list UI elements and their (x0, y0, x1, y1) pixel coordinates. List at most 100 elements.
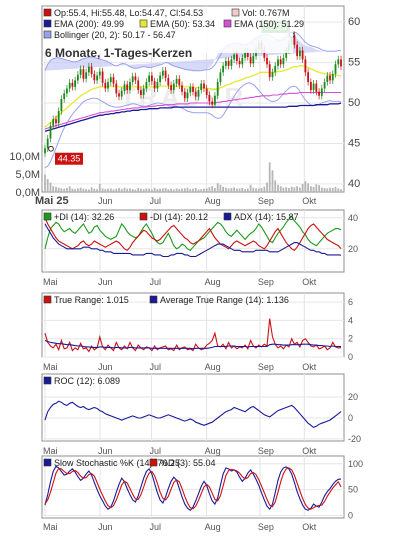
y-tick-label: 6 (348, 297, 353, 307)
x-tick-label: Jul (150, 362, 162, 372)
volume-bar (252, 187, 255, 192)
legend-swatch (223, 212, 232, 221)
x-tick-label: Jun (98, 522, 113, 532)
candle-body (170, 85, 172, 91)
volume-bar (172, 189, 175, 192)
volume-bar (159, 188, 161, 192)
legend-label: EMA (200): 49.99 (54, 19, 124, 29)
x-tick-label: Sep (258, 277, 274, 287)
candle-body (148, 75, 150, 82)
candle-body (52, 119, 55, 126)
volume-bar (266, 182, 268, 192)
y-tick-label: 0 (348, 413, 353, 423)
legend-swatch (43, 8, 52, 17)
x-tick-label: Jul (150, 446, 162, 456)
candle-body (107, 82, 109, 89)
x-tick-label: Jul (150, 522, 162, 532)
volume-bar (79, 187, 82, 192)
legend-label: ADX (14): 15.87 (234, 212, 299, 222)
y-tick-label: 55 (348, 57, 360, 69)
volume-bar (337, 188, 340, 192)
candle-body (104, 82, 107, 89)
volume-bar (68, 186, 71, 192)
volume-bar (246, 188, 249, 192)
candle-body (123, 84, 126, 91)
x-tick-label: Mai (43, 522, 58, 532)
candle-body (200, 83, 203, 91)
volume-bar (120, 189, 123, 192)
x-tick-label: Aug (205, 522, 221, 532)
candle-body (109, 77, 112, 83)
candle-body (98, 71, 101, 76)
candle-body (266, 57, 268, 65)
legend-label: Op:55.4, Hi:55.48, Lo:54.47, Cl:54.53 (54, 8, 203, 18)
x-tick-label: Mai 25 (35, 195, 69, 207)
volume-bar (304, 181, 307, 192)
volume-bar (46, 179, 49, 192)
x-tick-label: Jul (150, 196, 162, 206)
candle-body (112, 77, 115, 84)
volume-bar (156, 189, 159, 192)
volume-bar (107, 188, 109, 192)
volume-bar (44, 174, 46, 192)
atr-series-line (44, 339, 342, 350)
roc-series-line (44, 400, 342, 429)
legend-label: EMA (50): 53.34 (150, 19, 215, 29)
volume-bar (225, 187, 227, 192)
legend-swatch (139, 212, 148, 221)
x-tick-label: Sep (258, 362, 274, 372)
legend-label: %D (3): 55.04 (160, 458, 216, 468)
stochastic-series-line (44, 465, 342, 512)
candle-body (205, 88, 208, 95)
x-tick-label: Sep (258, 196, 274, 206)
volume-bar (301, 184, 304, 192)
volume-bar (233, 187, 235, 192)
legend-swatch (43, 30, 52, 39)
volume-bar (151, 189, 153, 192)
x-tick-label: Aug (205, 362, 221, 372)
legend-label: ROC (12): 6.089 (54, 376, 120, 386)
volume-bar (244, 189, 246, 192)
legend-label: Slow Stochastic %K (14): 70.25 (54, 458, 180, 468)
candle-body (263, 49, 266, 58)
volume-bar (216, 183, 219, 192)
volume-bar (238, 188, 241, 192)
bollinger-lower-line (44, 82, 342, 169)
y-tick-label: 50 (348, 97, 360, 109)
candle-body (214, 95, 216, 105)
candle-body (57, 111, 60, 124)
candle-body (175, 78, 178, 84)
y-tick-label: 40 (348, 178, 360, 190)
legend-swatch (149, 458, 158, 467)
volume-bar (118, 188, 120, 192)
candle-body (159, 75, 161, 82)
candle-body (225, 61, 227, 66)
volume-bar (77, 188, 79, 192)
volume-bar (307, 183, 309, 192)
volume-bar (222, 186, 224, 192)
legend-swatch (43, 376, 52, 385)
candle-body (129, 82, 131, 91)
candle-body (219, 72, 222, 82)
candle-body (79, 69, 82, 75)
y-tick-label: 20 (348, 392, 358, 402)
candle-body (307, 72, 309, 82)
candle-body (194, 91, 197, 97)
volume-bar (318, 185, 320, 192)
candle-body (271, 72, 274, 78)
volume-bar (90, 187, 93, 192)
candle-body (44, 148, 46, 154)
candle-body (151, 75, 153, 82)
dmi-series-line (44, 217, 342, 251)
volume-bar (263, 186, 266, 192)
candle-body (227, 61, 230, 66)
candle-body (312, 83, 315, 91)
candle-body (126, 84, 129, 91)
volume-bar (310, 186, 312, 192)
y-tick-label: 4 (348, 315, 353, 325)
volume-bar (123, 187, 126, 192)
candle-body (320, 88, 323, 96)
candle-body (241, 57, 244, 65)
